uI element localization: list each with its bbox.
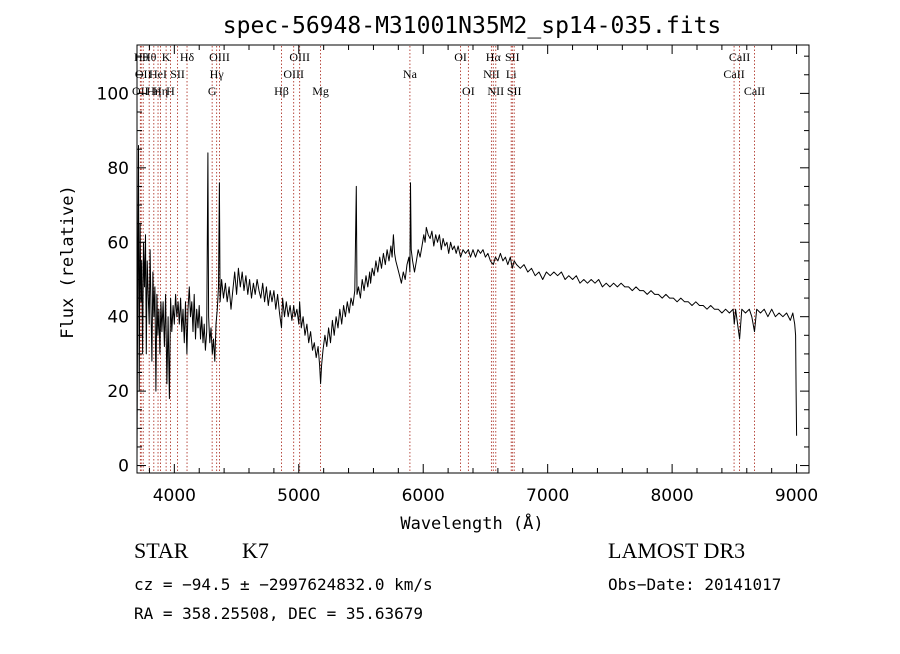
spectral-line-label: Mg <box>312 84 329 98</box>
spectral-line-markers: OII Hθ OII Hθ Hη HeI Hη K H SII Hδ G Hγ OIII Hβ OIII OII… <box>132 46 765 472</box>
object-subclass: K7 <box>242 538 269 563</box>
y-tick-label: 100 <box>97 84 129 104</box>
x-tick-label: 6000 <box>402 486 445 506</box>
x-tick-label: 9000 <box>775 486 818 506</box>
spectral-line-label: HeI <box>149 67 167 81</box>
x-axis-label: Wavelength (Å) <box>400 512 543 534</box>
redshift-cz: cz = −94.5 ± −2997624832.0 km/s <box>134 575 433 594</box>
x-tick-label: 7000 <box>526 486 569 506</box>
spectral-line-label: OI <box>462 84 475 98</box>
spectrum-series-line <box>136 145 798 459</box>
survey-name: LAMOST DR3 <box>608 538 745 563</box>
x-tick-label: 4000 <box>153 486 196 506</box>
spectral-line-label: OIII <box>289 50 310 64</box>
y-tick-label: 40 <box>107 308 129 328</box>
coordinates: RA = 358.25508, DEC = 35.63679 <box>134 604 423 623</box>
spectral-line-label: OI <box>454 50 467 64</box>
y-tick-label: 60 <box>107 233 129 253</box>
spectral-line-label: OII <box>132 84 149 98</box>
x-tick-label: 5000 <box>277 486 320 506</box>
spectral-line-label: Hα <box>486 50 502 64</box>
spectral-line-label: G <box>208 84 217 98</box>
spectral-line-label: Hγ <box>210 67 225 81</box>
spectral-line-label: OIII <box>283 67 304 81</box>
spectral-line-label: Li <box>506 67 517 81</box>
spectral-line-label: Hθ <box>134 50 149 64</box>
y-tick-label: 80 <box>107 159 129 179</box>
y-tick-label: 20 <box>107 382 129 402</box>
spectral-line-label: SII <box>507 84 522 98</box>
spectral-line-label: SII <box>505 50 520 64</box>
chart-title: spec-56948-M31001N35M2_sp14-035.fits <box>223 13 722 39</box>
spectral-line-label: Hβ <box>274 84 289 98</box>
spectral-line-label: Hη <box>153 84 168 98</box>
y-tick-label: 0 <box>118 457 129 477</box>
x-axis-ticks: 4000 5000 6000 7000 8000 9000 <box>148 45 818 506</box>
y-axis-ticks: 0 20 40 60 80 100 <box>97 55 809 477</box>
spectral-line-label: Hθ <box>142 50 157 64</box>
spectral-line-label: NII <box>483 67 500 81</box>
spectral-line-label: CaII <box>729 50 750 64</box>
spectral-line-label: CaII <box>744 84 765 98</box>
spectral-line-label: Hη <box>146 84 161 98</box>
spectral-line-label: H <box>166 84 175 98</box>
spectral-line-label: SII <box>170 67 185 81</box>
observation-date: Obs−Date: 20141017 <box>608 575 781 594</box>
spectral-line-label: OII <box>135 67 152 81</box>
spectral-line-label: Hδ <box>180 50 195 64</box>
spectral-line-label: CaII <box>723 67 744 81</box>
spectral-line-label: NII <box>487 84 504 98</box>
object-class: STAR <box>134 538 189 563</box>
spectral-line-label: OIII <box>209 50 230 64</box>
plot-frame <box>136 44 810 474</box>
spectral-line-label: Na <box>403 67 418 81</box>
x-tick-label: 8000 <box>650 486 693 506</box>
y-axis-label: Flux (relative) <box>58 185 78 339</box>
spectral-line-label: K <box>162 50 171 64</box>
